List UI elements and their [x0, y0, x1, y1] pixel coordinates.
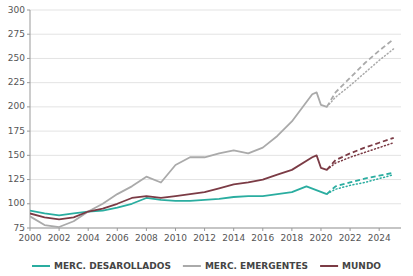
- x-tick-label: 2002: [48, 233, 71, 243]
- grid: [30, 10, 401, 228]
- y-tick-label: 150: [8, 150, 25, 160]
- x-axis-line: [30, 228, 401, 229]
- x-tick-label: 2018: [280, 233, 303, 243]
- grid-line: [30, 203, 401, 204]
- legend: MERC. DESAROLLADOS MERC. EMERGENTES MUNDO: [32, 261, 381, 271]
- series-line: [327, 173, 394, 194]
- chart: 75 100 125 150 175 200 225 250 275 300 2000 2002 200…: [0, 0, 413, 276]
- y-tick-label: 225: [8, 77, 25, 87]
- x-tick-label: 2012: [193, 233, 216, 243]
- series-line: [30, 92, 327, 227]
- series-line: [30, 155, 327, 219]
- series-line: [327, 143, 394, 170]
- axes: 75 100 125 150 175 200 225 250 275 300 2000 2002 200…: [8, 5, 401, 244]
- y-tick-label: 250: [8, 53, 25, 63]
- series-line: [327, 175, 394, 194]
- grid-line: [30, 106, 401, 107]
- legend-item: MUNDO: [320, 261, 381, 271]
- grid-line: [30, 179, 401, 180]
- grid-line: [30, 228, 401, 229]
- legend-label: MERC. EMERGENTES: [205, 261, 308, 271]
- grid-line: [30, 34, 401, 35]
- x-tick-label: 2000: [19, 233, 42, 243]
- x-tick-label: 2006: [106, 233, 129, 243]
- y-tick-label: 175: [8, 126, 25, 136]
- x-tick-label: 2010: [164, 233, 187, 243]
- y-tick-label: 275: [8, 29, 25, 39]
- legend-item: MERC. DESAROLLADOS: [32, 261, 171, 271]
- series-line: [327, 49, 394, 107]
- grid-line: [30, 82, 401, 83]
- x-tick-label: 2004: [77, 233, 100, 243]
- y-tick-label: 75: [14, 223, 25, 233]
- legend-handle: [183, 265, 201, 267]
- series-line: [327, 138, 394, 170]
- x-tick-label: 2016: [251, 233, 274, 243]
- x-tick-label: 2020: [310, 233, 333, 243]
- legend-label: MERC. DESAROLLADOS: [54, 261, 171, 271]
- y-tick-label: 200: [8, 101, 25, 111]
- grid-line: [30, 131, 401, 132]
- legend-label: MUNDO: [342, 261, 381, 271]
- y-axis-line: [30, 10, 31, 228]
- x-tick-label: 2022: [339, 233, 362, 243]
- x-tick-label: 2014: [222, 233, 245, 243]
- y-tick-label: 300: [8, 5, 25, 15]
- legend-item: MERC. EMERGENTES: [183, 261, 308, 271]
- legend-handle: [32, 265, 50, 267]
- grid-line: [30, 10, 401, 11]
- lines: [30, 39, 394, 227]
- y-tick-label: 125: [8, 174, 25, 184]
- x-tick-label: 2024: [368, 233, 391, 243]
- series-line: [30, 186, 327, 215]
- y-tick-label: 100: [8, 198, 25, 208]
- series-line: [327, 39, 394, 107]
- x-tick-label: 2008: [135, 233, 158, 243]
- legend-handle: [320, 265, 338, 267]
- grid-line: [30, 58, 401, 59]
